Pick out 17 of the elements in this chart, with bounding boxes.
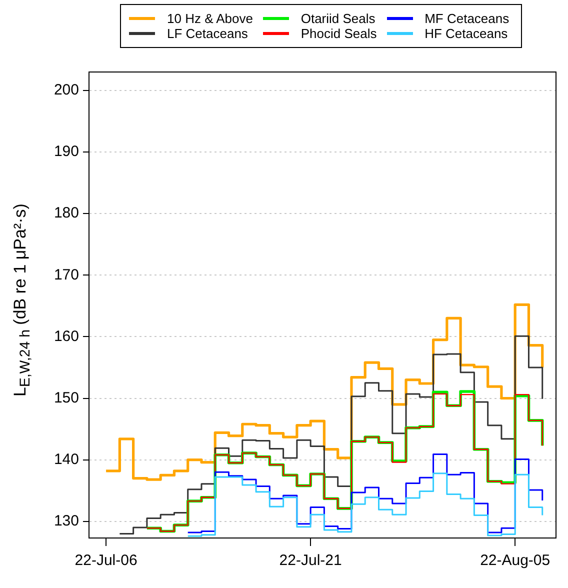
legend-label: Phocid Seals xyxy=(300,26,377,41)
y-tick-label: 160 xyxy=(54,328,79,345)
x-tick-label: 22-Jul-06 xyxy=(74,552,138,570)
legend-label: LF Cetaceans xyxy=(167,26,248,41)
y-tick-label: 140 xyxy=(54,450,79,468)
x-tick-label: 22-Aug-05 xyxy=(480,552,550,570)
legend-label: HF Cetaceans xyxy=(424,26,508,41)
y-tick-label: 150 xyxy=(54,389,79,406)
y-tick-label: 190 xyxy=(54,143,79,160)
y-tick-label: 180 xyxy=(54,204,79,222)
legend-label: 10 Hz & Above xyxy=(167,11,253,26)
y-tick-label: 170 xyxy=(54,266,79,284)
legend-label: MF Cetaceans xyxy=(424,11,510,26)
y-tick-label: 130 xyxy=(54,512,79,530)
y-tick-label: 200 xyxy=(54,82,79,99)
legend-label: Otariid Seals xyxy=(300,11,376,26)
x-tick-label: 22-Jul-21 xyxy=(279,552,342,570)
